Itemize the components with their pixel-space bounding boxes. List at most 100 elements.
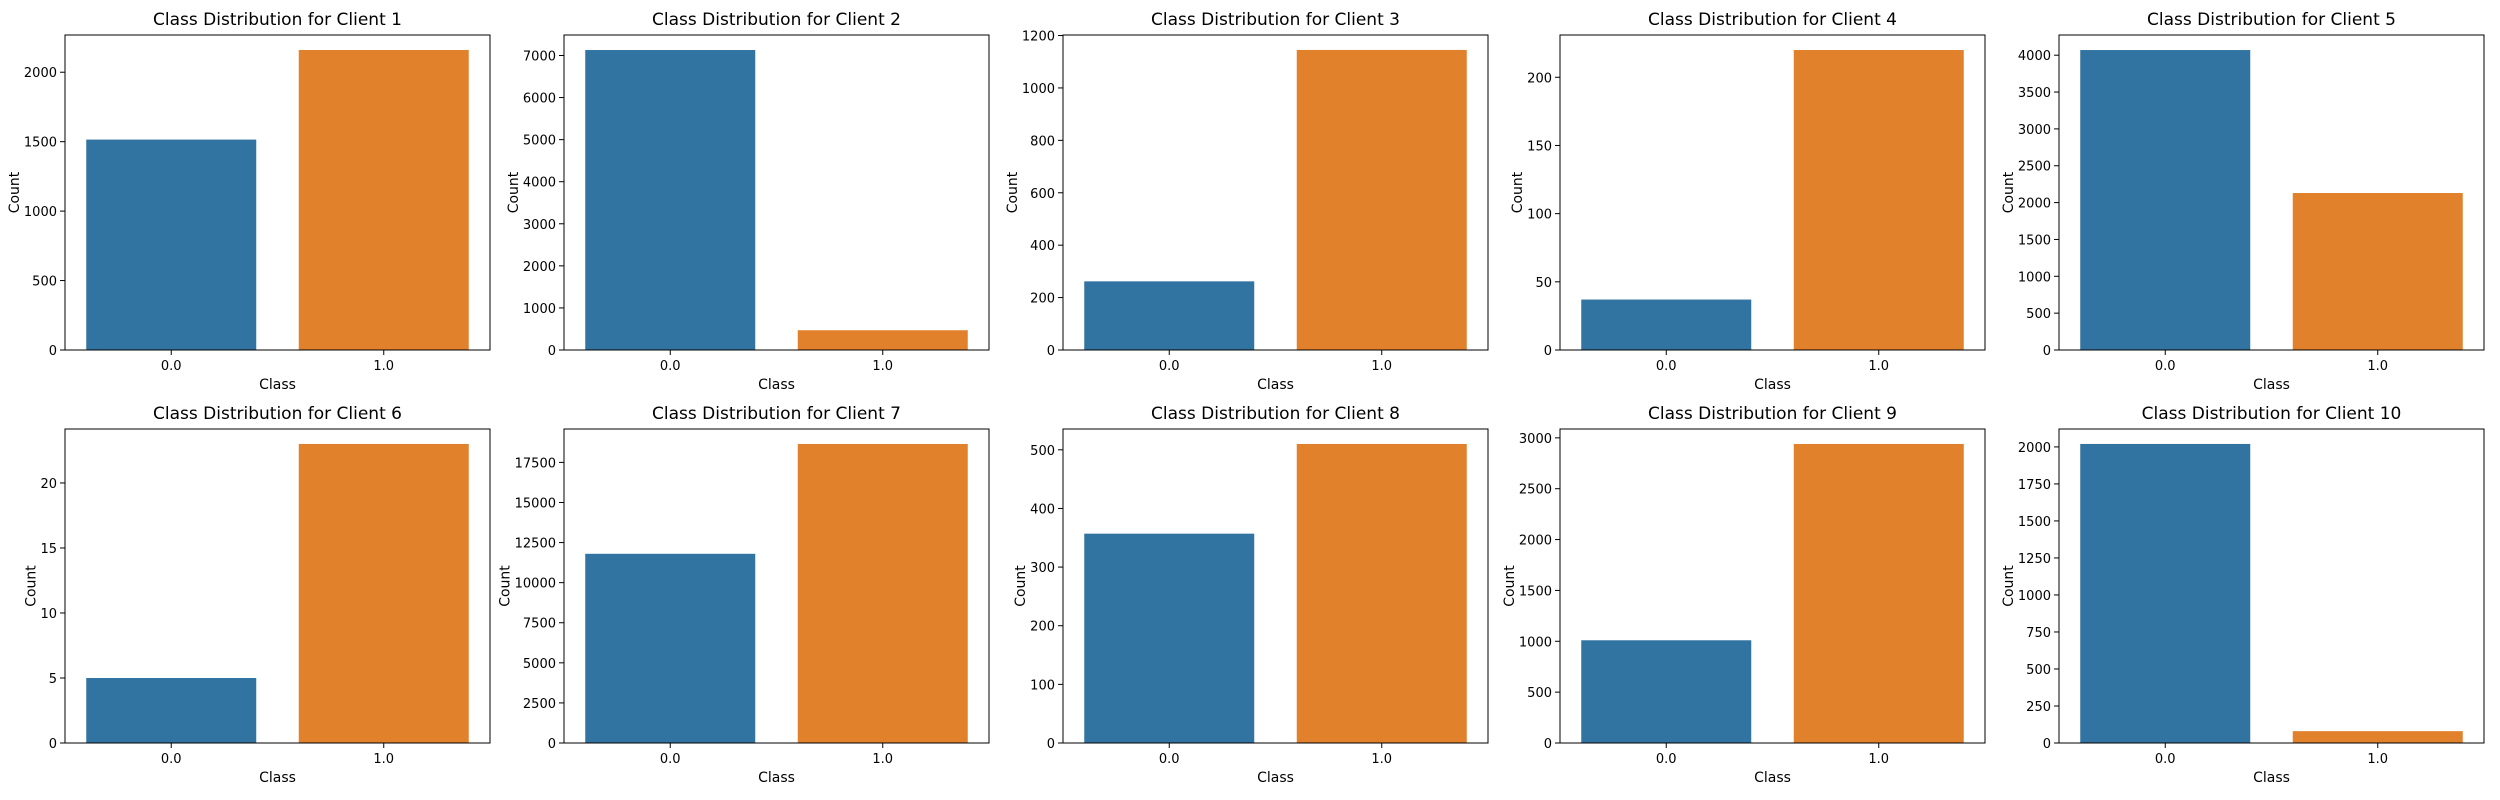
chart-2-ytick-label: 7000 — [523, 49, 556, 64]
chart-5-ytick-label: 500 — [2026, 307, 2051, 322]
chart-7-ytick-label: 2500 — [523, 697, 556, 712]
chart-10-ytick-label: 0 — [2043, 737, 2051, 752]
chart-8-xtick-label: 0.0 — [1159, 752, 1180, 767]
chart-1-ytick-label: 2000 — [24, 66, 57, 81]
chart-8: Class Distribution for Client 8 0 100 200 30… — [1013, 404, 1489, 786]
chart-10-ytick-label: 1000 — [2018, 589, 2051, 604]
chart-7-xtick-label: 1.0 — [872, 752, 893, 767]
chart-9-ytick-label: 1000 — [1519, 635, 1552, 650]
chart-8-bar-1.0 — [1296, 443, 1467, 743]
chart-9-ytick-label: 500 — [1527, 686, 1552, 701]
chart-9-ytick-label: 2000 — [1519, 534, 1552, 549]
chart-5-ytick-label: 1500 — [2018, 233, 2051, 248]
chart-4-ytick-label: 200 — [1527, 71, 1552, 86]
chart-4-ylabel: Count — [1510, 171, 1526, 213]
chart-3-ytick-label: 1000 — [1022, 82, 1055, 97]
chart-5-ytick-label: 3000 — [2018, 123, 2051, 138]
chart-7-title: Class Distribution for Client 7 — [652, 404, 901, 424]
chart-5-ylabel: Count — [2001, 171, 2017, 213]
chart-4-frame — [1559, 34, 1986, 351]
chart-5-ytick-label: 0 — [2043, 344, 2051, 359]
chart-4-ytick-label: 100 — [1527, 208, 1552, 223]
chart-2-ytick-label: 1000 — [523, 302, 556, 317]
chart-9-ylabel: Count — [1502, 565, 1518, 607]
chart-2-ylabel: Count — [506, 171, 522, 213]
chart-10-ytick-label: 250 — [2026, 700, 2051, 715]
chart-10-ytick-label: 1250 — [2018, 552, 2051, 567]
chart-2-ytick-label: 3000 — [523, 218, 556, 233]
chart-6: Class Distribution for Client 6 0 5 10 15 20 0… — [23, 404, 491, 786]
chart-8-ytick-label: 400 — [1030, 502, 1055, 517]
chart-10: Class Distribution for Client 10 0 250 500 7… — [2001, 404, 2485, 786]
chart-8-ytick-label: 300 — [1030, 561, 1055, 576]
chart-7-ytick-label: 12500 — [515, 537, 556, 552]
chart-10-ytick-label: 1750 — [2018, 478, 2051, 493]
chart-2-ytick-label: 2000 — [523, 260, 556, 275]
chart-10-ylabel: Count — [2001, 565, 2017, 607]
chart-3-ytick-label: 1200 — [1022, 30, 1055, 45]
chart-3-ytick-label: 600 — [1030, 187, 1055, 202]
chart-2-title: Class Distribution for Client 2 — [652, 10, 901, 30]
chart-5-xlabel: Class — [2253, 377, 2290, 393]
chart-6-ytick-label: 20 — [40, 477, 57, 492]
chart-5-title: Class Distribution for Client 5 — [2147, 10, 2396, 30]
chart-5-ytick-label: 3500 — [2018, 86, 2051, 101]
chart-5: Class Distribution for Client 5 0 500 1000 1… — [2001, 10, 2485, 393]
chart-10-ytick-label: 1500 — [2018, 515, 2051, 530]
chart-3-ytick-label: 200 — [1030, 292, 1055, 307]
chart-6-title: Class Distribution for Client 6 — [153, 404, 402, 424]
chart-6-frame — [64, 428, 491, 744]
chart-4-bar-1.0 — [1793, 50, 1964, 350]
chart-7-ylabel: Count — [498, 565, 514, 607]
chart-1-bar-0.0 — [86, 139, 257, 350]
chart-3-xtick-label: 1.0 — [1371, 359, 1392, 374]
chart-2-ytick-label: 4000 — [523, 176, 556, 191]
chart-6-ylabel: Count — [23, 565, 39, 607]
chart-4-ytick-label: 50 — [1535, 276, 1552, 291]
chart-5-ytick-label: 2500 — [2018, 160, 2051, 175]
chart-4-ytick-label: 150 — [1527, 139, 1552, 154]
chart-7-xlabel: Class — [758, 770, 795, 786]
chart-2-ytick-label: 0 — [548, 344, 556, 359]
chart-3-bar-0.0 — [1084, 281, 1255, 350]
chart-5-bar-0.0 — [2080, 50, 2251, 350]
chart-3-ylabel: Count — [1005, 171, 1021, 213]
chart-1-xtick-label: 0.0 — [161, 359, 182, 374]
chart-3-ytick-label: 0 — [1047, 344, 1055, 359]
chart-5-bar-1.0 — [2292, 193, 2463, 350]
chart-6-xlabel: Class — [259, 770, 296, 786]
chart-1-ytick-label: 500 — [32, 275, 57, 290]
chart-1-ytick-label: 1500 — [24, 136, 57, 151]
chart-3-title: Class Distribution for Client 3 — [1151, 10, 1400, 30]
chart-5-xtick-label: 1.0 — [2367, 359, 2388, 374]
chart-9-ytick-label: 0 — [1544, 737, 1552, 752]
chart-9-bar-0.0 — [1581, 640, 1752, 743]
chart-3-xtick-label: 0.0 — [1159, 359, 1180, 374]
chart-7-ytick-label: 17500 — [515, 456, 556, 471]
chart-10-bar-1.0 — [2292, 731, 2463, 743]
chart-3: Class Distribution for Client 3 0 200 400 60… — [1005, 10, 1489, 393]
chart-1-ylabel: Count — [7, 171, 23, 213]
chart-9-bar-1.0 — [1793, 443, 1964, 743]
chart-4-ytick-label: 0 — [1544, 344, 1552, 359]
chart-2-ytick-label: 5000 — [523, 134, 556, 149]
chart-7-ytick-label: 10000 — [515, 577, 556, 592]
chart-1-title: Class Distribution for Client 1 — [153, 10, 402, 30]
chart-3-ytick-label: 800 — [1030, 134, 1055, 149]
chart-10-xlabel: Class — [2253, 770, 2290, 786]
chart-8-bar-0.0 — [1084, 533, 1255, 743]
chart-9: Class Distribution for Client 9 0 500 1000 1… — [1502, 404, 1986, 786]
chart-2-frame — [563, 34, 990, 351]
chart-3-xlabel: Class — [1257, 377, 1294, 393]
chart-9-xtick-label: 1.0 — [1868, 752, 1889, 767]
chart-2-xtick-label: 1.0 — [872, 359, 893, 374]
chart-2-xtick-label: 0.0 — [660, 359, 681, 374]
chart-6-bar-0.0 — [86, 677, 257, 743]
chart-3-bar-1.0 — [1296, 49, 1467, 351]
chart-4-xtick-label: 1.0 — [1868, 359, 1889, 374]
chart-10-bar-0.0 — [2080, 443, 2251, 743]
chart-7-xtick-label: 0.0 — [660, 752, 681, 767]
chart-1: Class Distribution for Client 1 0 500 1000 1… — [7, 10, 491, 393]
chart-5-ytick-label: 4000 — [2018, 49, 2051, 64]
chart-2-ytick-label: 6000 — [523, 92, 556, 107]
